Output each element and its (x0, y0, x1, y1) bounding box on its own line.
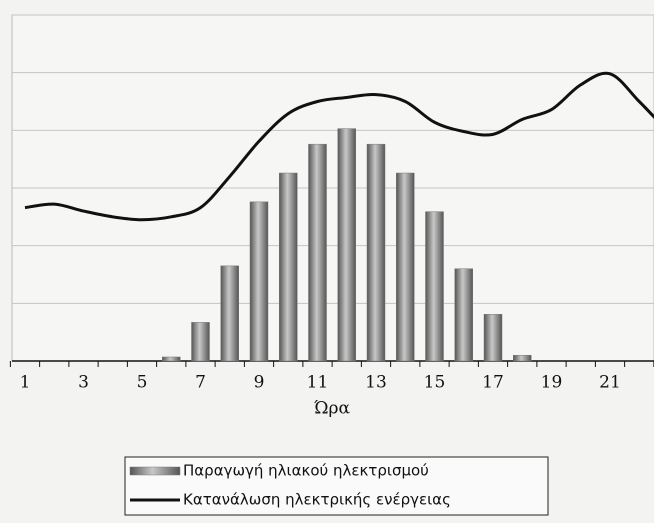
line (24, 71, 654, 222)
bar (191, 322, 210, 362)
x-tick-label: 1 (20, 373, 31, 393)
x-tick-label: 3 (78, 373, 89, 393)
x-tick-label: 11 (307, 373, 329, 393)
x-tick-label: 17 (482, 373, 504, 393)
bar (308, 143, 327, 362)
bar (337, 128, 356, 362)
legend (124, 456, 549, 516)
x-tick-label: 7 (195, 373, 206, 393)
bar (162, 356, 181, 362)
bar (220, 265, 239, 362)
x-tick-label: 21 (599, 373, 621, 393)
legend-label: Κατανάλωση ηλεκτρικής ενέργειας (183, 491, 451, 509)
bar (454, 268, 473, 362)
legend-swatch (129, 466, 181, 476)
bar (279, 172, 298, 362)
x-tick-label: 19 (541, 373, 563, 393)
bar (513, 354, 532, 362)
x-tick-label: 13 (365, 373, 387, 393)
bar (425, 211, 444, 362)
x-axis-label: Ώρα (314, 399, 350, 419)
x-tick-label: 5 (137, 373, 148, 393)
legend-label: Παραγωγή ηλιακού ηλεκτρισμού (183, 462, 429, 480)
x-tick-label: 15 (424, 373, 446, 393)
bar (366, 143, 386, 362)
bar (483, 314, 503, 362)
x-tick-label: 9 (254, 373, 265, 393)
bar (249, 201, 269, 362)
bar (396, 172, 415, 362)
